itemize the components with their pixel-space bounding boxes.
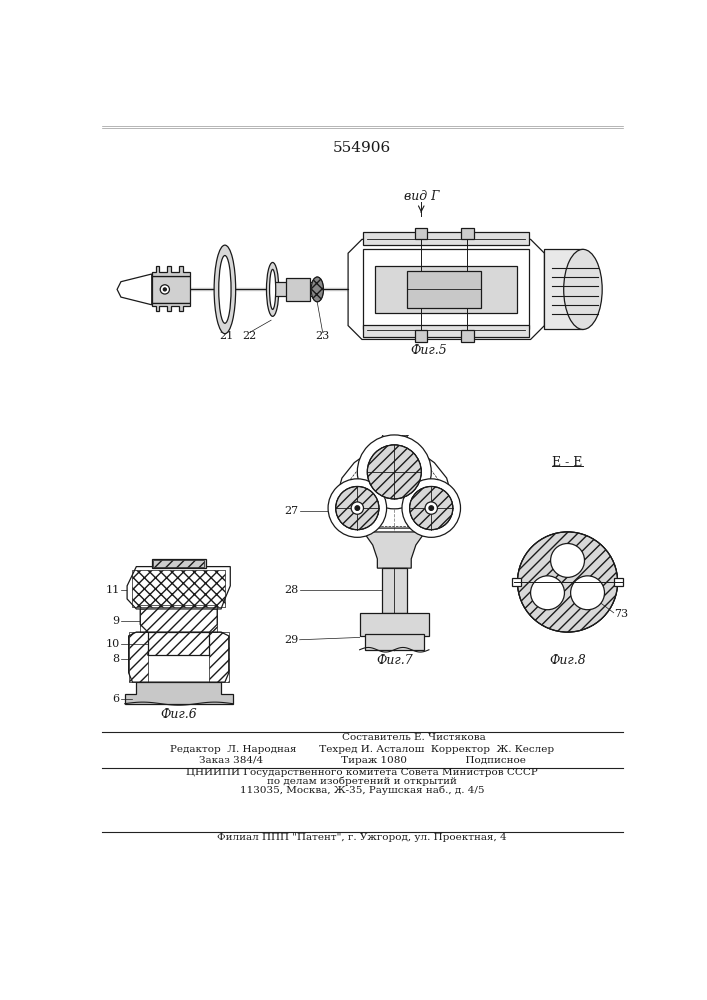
- Text: Фиг.6: Фиг.6: [160, 708, 197, 721]
- Text: Фиг.8: Фиг.8: [549, 654, 586, 667]
- Bar: [415, 228, 428, 239]
- Circle shape: [530, 576, 564, 610]
- Bar: [375, 266, 518, 312]
- Text: 6: 6: [112, 694, 119, 704]
- Polygon shape: [152, 266, 190, 276]
- Circle shape: [368, 445, 421, 499]
- Bar: [153, 560, 204, 567]
- Text: Составитель Е. Чистякова: Составитель Е. Чистякова: [341, 733, 486, 742]
- Bar: [415, 330, 428, 342]
- Circle shape: [518, 532, 618, 632]
- Bar: [132, 570, 225, 607]
- Bar: [274, 282, 312, 296]
- Bar: [544, 249, 583, 329]
- Text: Е - Е: Е - Е: [552, 456, 583, 469]
- Ellipse shape: [267, 262, 279, 316]
- Polygon shape: [117, 274, 152, 305]
- Text: 21: 21: [219, 331, 233, 341]
- Bar: [140, 605, 217, 632]
- Circle shape: [402, 479, 460, 537]
- Bar: [512, 578, 521, 586]
- Bar: [461, 330, 474, 342]
- Text: Филиал ППП "Патент", г. Ужгород, ул. Проектная, 4: Филиал ППП "Патент", г. Ужгород, ул. Про…: [217, 833, 507, 842]
- Bar: [129, 632, 148, 682]
- Bar: [148, 632, 209, 655]
- Text: А - Д: А - Д: [378, 435, 410, 448]
- Text: 10: 10: [105, 639, 119, 649]
- Circle shape: [355, 506, 360, 510]
- Polygon shape: [148, 632, 209, 655]
- Circle shape: [336, 487, 379, 530]
- Ellipse shape: [214, 245, 235, 334]
- Text: Фиг.7: Фиг.7: [376, 654, 413, 667]
- Text: 9: 9: [112, 615, 119, 626]
- Ellipse shape: [218, 256, 231, 323]
- Polygon shape: [363, 532, 425, 568]
- Bar: [363, 232, 529, 245]
- Polygon shape: [129, 632, 229, 682]
- Circle shape: [518, 532, 618, 632]
- Text: Фиг.5: Фиг.5: [411, 344, 448, 358]
- Bar: [152, 559, 206, 568]
- Circle shape: [571, 576, 604, 610]
- Bar: [461, 228, 474, 239]
- Text: 11: 11: [105, 585, 119, 595]
- Polygon shape: [125, 682, 233, 704]
- Ellipse shape: [311, 277, 324, 302]
- Bar: [365, 634, 423, 650]
- Circle shape: [351, 502, 363, 514]
- Polygon shape: [127, 567, 230, 609]
- Text: 28: 28: [284, 585, 298, 595]
- Circle shape: [328, 479, 387, 537]
- Polygon shape: [140, 597, 217, 632]
- Text: по делам изобретений и открытий: по делам изобретений и открытий: [267, 777, 457, 786]
- Bar: [407, 271, 481, 308]
- Circle shape: [163, 288, 166, 291]
- Circle shape: [409, 487, 452, 530]
- Text: 23: 23: [315, 331, 329, 341]
- Text: вид Г: вид Г: [404, 190, 439, 204]
- Bar: [363, 249, 529, 329]
- Circle shape: [336, 487, 379, 530]
- Polygon shape: [348, 239, 544, 339]
- Bar: [286, 278, 310, 301]
- Bar: [382, 568, 407, 613]
- Ellipse shape: [269, 269, 276, 309]
- Bar: [360, 613, 429, 636]
- Text: Редактор  Л. Народная       Техред И. Асталош  Корректор  Ж. Кеслер: Редактор Л. Народная Техред И. Асталош К…: [170, 745, 554, 754]
- Text: 29: 29: [284, 635, 298, 645]
- Text: 113035, Москва, Ж-35, Раушская наб., д. 4/5: 113035, Москва, Ж-35, Раушская наб., д. …: [240, 786, 484, 795]
- Bar: [148, 632, 209, 655]
- Polygon shape: [152, 303, 190, 311]
- Bar: [152, 276, 190, 303]
- Text: 8: 8: [112, 654, 119, 664]
- Circle shape: [160, 285, 170, 294]
- Circle shape: [409, 487, 452, 530]
- Bar: [614, 578, 623, 586]
- Text: 27: 27: [284, 506, 298, 516]
- Ellipse shape: [563, 249, 602, 329]
- Bar: [363, 325, 529, 337]
- Bar: [209, 632, 229, 682]
- Circle shape: [551, 544, 585, 577]
- Text: Заказ 384/4                        Тираж 1080                  Подписное: Заказ 384/4 Тираж 1080 Подписное: [199, 756, 525, 765]
- Text: 22: 22: [243, 331, 257, 341]
- Text: 73: 73: [614, 609, 628, 619]
- Text: 554906: 554906: [333, 141, 391, 155]
- Ellipse shape: [311, 277, 324, 302]
- Circle shape: [429, 506, 433, 510]
- Circle shape: [425, 502, 438, 514]
- Text: ЦНИИПИ Государственного комитета Совета Министров СССР: ЦНИИПИ Государственного комитета Совета …: [186, 768, 538, 777]
- Circle shape: [368, 445, 421, 499]
- Circle shape: [357, 435, 431, 509]
